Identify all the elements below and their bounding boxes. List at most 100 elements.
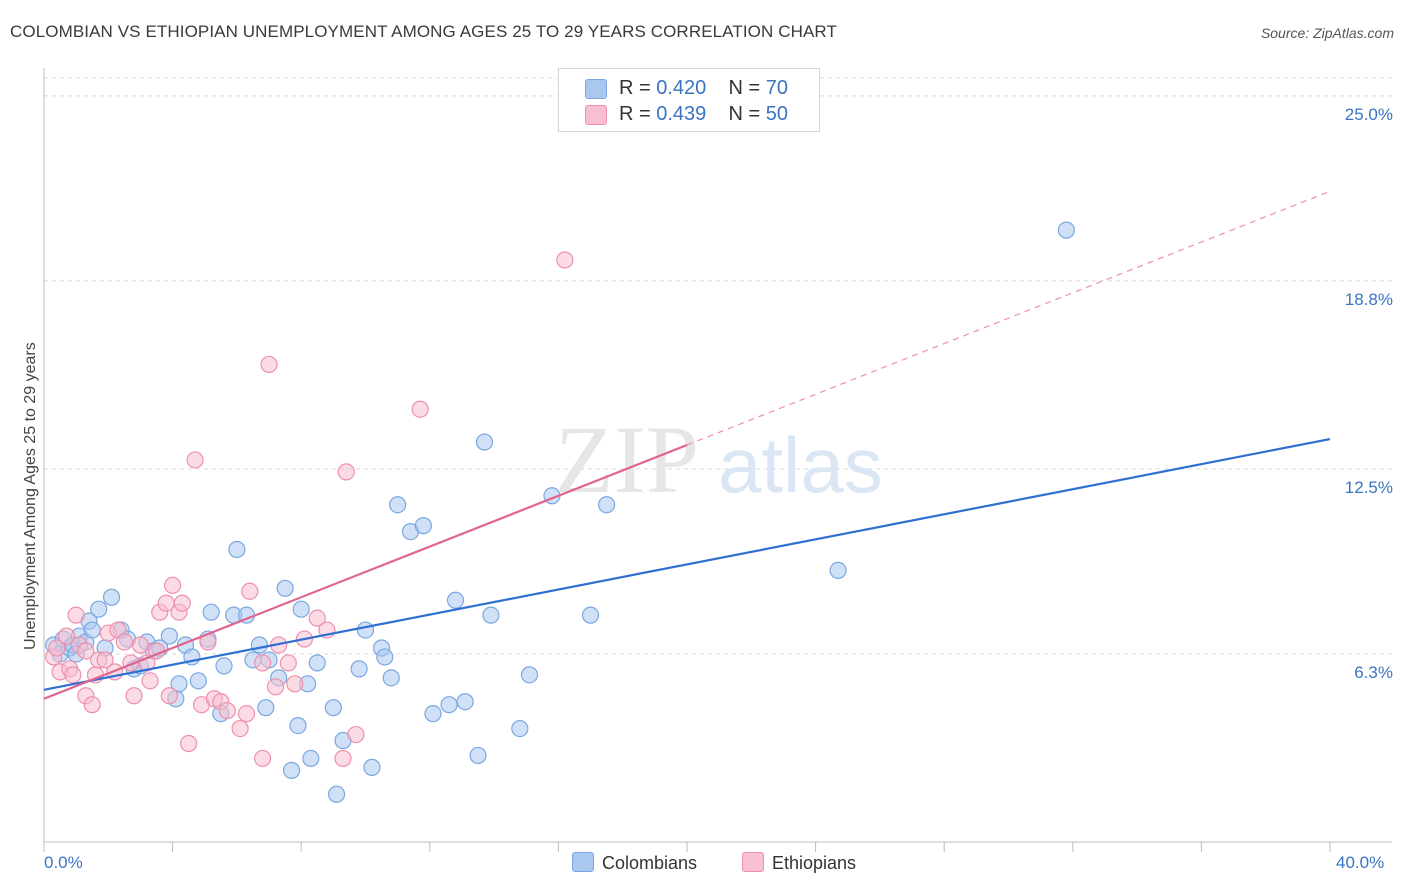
axis-layer [43,68,1392,852]
colombian-point-48 [350,660,368,678]
colombian-point-53 [382,669,400,687]
ethiopian-point-39 [241,582,259,600]
ethiopians-swatch [585,105,607,125]
colombian-point-44 [308,654,326,672]
ethiopian-point-53 [411,400,429,418]
colombians-n-label: N = [728,77,761,99]
ethiopians-legend-swatch [742,852,764,872]
y-axis-label: Unemployment Among Ages 25 to 29 years [22,342,39,650]
colombian-point-25 [189,672,207,690]
ethiopian-point-54 [556,251,574,269]
colombians-swatch [585,79,607,99]
watermark-atlas: atlas [718,421,883,509]
colombian-point-27 [202,603,220,621]
ethiopian-point-1 [48,639,66,657]
colombian-point-63 [482,606,500,624]
y-tick-label-1: 12.5% [1344,477,1393,497]
ethiopian-point-37 [231,719,249,738]
ethiopians-r-value: 0.439 [656,103,707,125]
colombian-point-35 [257,699,275,717]
bottom-legend-ethiopians: Ethiopians [742,852,856,874]
grid-layer [44,77,1392,655]
colombians-trend-line [43,437,1331,691]
colombian-point-52 [376,648,394,666]
ethiopians-n-label: N = [728,103,761,125]
chart-source: Source: ZipAtlas.com [1260,25,1394,41]
ethiopian-point-51 [347,725,365,744]
ethiopian-point-45 [279,654,297,672]
colombian-point-61 [469,746,487,765]
colombian-point-31 [228,540,246,559]
colombian-point-46 [327,785,346,803]
ethiopian-point-42 [260,355,278,374]
ethiopian-point-43 [266,678,285,696]
ethiopian-point-6 [67,606,85,624]
ethiopian-point-38 [237,705,256,723]
ethiopian-point-40 [254,654,272,672]
colombian-point-29 [215,657,233,675]
colombian-point-12 [102,588,121,606]
ethiopian-point-52 [337,463,355,481]
ethiopian-point-5 [64,666,82,684]
ethiopian-point-26 [160,687,178,705]
colombians-n-value: 70 [765,77,789,99]
ethiopians-r-label: R = [619,103,651,125]
bottom-legend-colombians: Colombians [572,852,697,874]
ethiopian-point-36 [218,702,236,720]
x-tick-label-min: 0.0% [44,853,83,872]
ethiopian-point-30 [180,734,198,753]
y-tick-label-3: 25.0% [1344,104,1393,124]
y-tick-label-2: 18.8% [1344,289,1393,309]
colombian-point-60 [456,693,474,711]
x-tick-label-max: 40.0% [1336,853,1385,872]
ethiopian-point-20 [131,636,150,654]
colombian-point-58 [440,696,458,714]
ethiopian-point-31 [186,451,204,469]
watermark-zip: ZIP [555,406,699,513]
colombian-point-70 [1057,221,1075,239]
correlation-legend: R = 0.420 N = 70 R = 0.439 N = 50 [558,68,820,132]
colombian-point-68 [598,496,616,514]
ethiopian-point-29 [173,594,191,612]
ethiopians-trend-extension [686,190,1331,446]
ethiopian-point-41 [254,749,272,768]
y-tick-label-0: 6.3% [1354,662,1393,682]
ethiopian-point-8 [77,642,95,660]
ethiopian-point-22 [141,672,159,690]
colombian-point-20 [160,627,178,645]
ethiopian-point-50 [334,749,352,768]
colombian-point-39 [282,761,301,779]
colombian-point-65 [520,666,539,684]
colombian-point-50 [363,758,381,776]
colombian-point-45 [324,699,342,717]
ethiopian-point-46 [286,675,304,693]
colombian-point-22 [170,675,188,693]
colombian-point-40 [289,716,307,735]
ethiopians-n-value: 50 [765,103,789,125]
ethiopian-point-17 [115,633,133,651]
ethiopian-point-13 [96,651,114,669]
colombian-point-54 [389,496,407,514]
ethiopian-point-19 [125,687,143,705]
colombian-point-41 [292,600,310,618]
colombians-legend-label: Colombians [602,853,698,873]
colombian-point-34 [250,636,269,654]
ethiopian-point-48 [308,609,326,627]
chart-title: COLOMBIAN VS ETHIOPIAN UNEMPLOYMENT AMON… [10,22,837,41]
colombian-point-56 [414,517,432,535]
ethiopian-point-3 [57,627,76,645]
ethiopian-point-10 [83,696,101,714]
ethiopian-point-27 [164,576,182,594]
colombian-point-62 [475,433,494,451]
colombian-point-9 [83,621,101,639]
colombian-point-43 [302,749,320,768]
colombian-point-10 [90,600,108,618]
colombians-r-value: 0.420 [656,77,707,99]
colombian-point-57 [424,705,442,723]
trend-layer [43,190,1331,700]
colombians-legend-swatch [572,852,594,872]
colombian-point-38 [276,579,294,597]
colombian-point-67 [581,606,600,624]
colombian-point-49 [356,621,375,639]
